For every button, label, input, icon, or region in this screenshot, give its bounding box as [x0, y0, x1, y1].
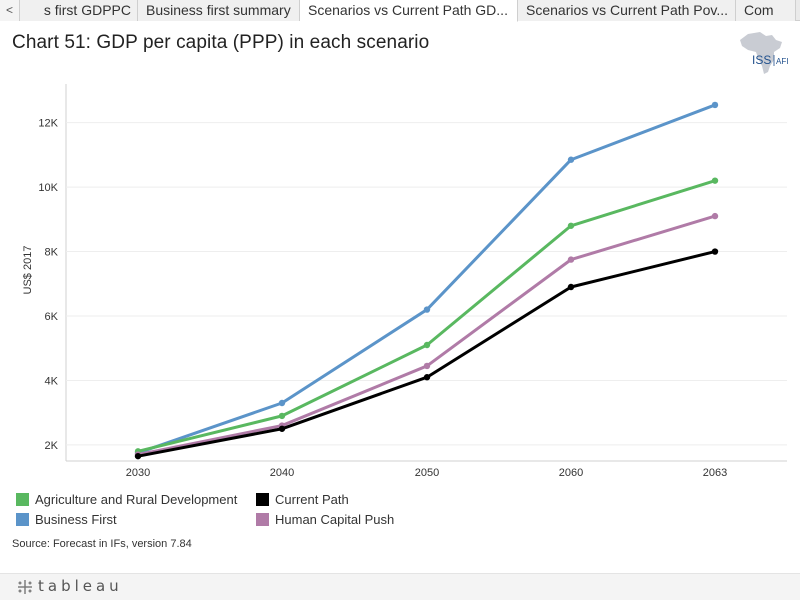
x-tick-label: 2040 — [270, 467, 294, 479]
data-point-current-path — [711, 248, 719, 255]
legend-swatch-current-path — [256, 493, 269, 506]
logo-afi-text: AFI — [776, 57, 788, 66]
legend-item-business-first[interactable]: Business First — [16, 512, 117, 527]
tableau-logo-icon[interactable] — [16, 578, 34, 596]
tableau-wordmark[interactable]: tableau — [38, 577, 123, 595]
legend-item-current-path[interactable]: Current Path — [256, 492, 349, 507]
data-point-human-capital-push — [567, 256, 575, 263]
y-tick-label: 6K — [45, 311, 59, 323]
data-point-human-capital-push — [711, 212, 719, 220]
tableau-footer: tableau — [0, 573, 800, 600]
series-line-business-first — [136, 103, 717, 455]
legend-swatch-human-capital — [256, 513, 269, 526]
data-point-business-first — [423, 306, 431, 313]
data-point-agriculture-and-rural-development — [423, 341, 431, 349]
x-tick-label: 2063 — [703, 467, 727, 479]
y-axis-title: US$ 2017 — [22, 245, 34, 295]
tab-scenarios-vs-current-path-poverty[interactable]: Scenarios vs Current Path Pov... — [518, 0, 736, 21]
x-tick-label: 2050 — [415, 467, 439, 479]
data-point-human-capital-push — [423, 362, 431, 370]
tab-comparison[interactable]: Com — [736, 0, 796, 21]
data-point-agriculture-and-rural-development — [278, 412, 286, 420]
data-point-business-first — [278, 399, 286, 407]
tab-scenarios-vs-current-path-gdp[interactable]: Scenarios vs Current Path GD... — [300, 0, 518, 22]
data-point-agriculture-and-rural-development — [567, 222, 575, 229]
tab-business-first-gdppc[interactable]: s first GDPPC — [20, 0, 138, 21]
y-tick-label: 8K — [45, 247, 59, 259]
y-tick-label: 12K — [38, 118, 58, 130]
data-point-current-path — [134, 452, 142, 460]
data-point-business-first — [711, 101, 719, 109]
sheet-tab-strip: < s first GDPPC Business first summary S… — [0, 0, 800, 22]
source-note: Source: Forecast in IFs, version 7.84 — [12, 538, 192, 550]
data-point-current-path — [423, 374, 431, 381]
iss-afi-logo: ISS AFI — [740, 32, 788, 74]
y-tick-label: 4K — [45, 375, 59, 387]
logo-iss-text: ISS — [752, 53, 771, 67]
data-point-current-path — [567, 283, 575, 291]
legend-swatch-business-first — [16, 513, 29, 526]
x-tick-label: 2060 — [559, 467, 583, 479]
y-tick-label: 2K — [45, 440, 59, 452]
legend-item-agriculture[interactable]: Agriculture and Rural Development — [16, 492, 237, 507]
data-point-current-path — [278, 425, 286, 432]
tab-business-first-summary[interactable]: Business first summary — [138, 0, 300, 21]
series-line-current-path — [136, 250, 717, 458]
legend-label-current-path: Current Path — [275, 492, 349, 507]
data-point-business-first — [567, 156, 575, 163]
x-tick-label: 2030 — [126, 467, 150, 479]
chart-title: Chart 51: GDP per capita (PPP) in each s… — [12, 32, 430, 53]
legend-label-business-first: Business First — [35, 512, 117, 527]
legend-item-human-capital[interactable]: Human Capital Push — [256, 512, 394, 527]
y-tick-label: 10K — [38, 182, 58, 194]
data-point-agriculture-and-rural-development — [711, 177, 719, 184]
legend-swatch-agriculture — [16, 493, 29, 506]
legend-label-agriculture: Agriculture and Rural Development — [35, 492, 238, 507]
legend-label-human-capital: Human Capital Push — [275, 512, 395, 527]
tab-scroll-left-button[interactable]: < — [0, 0, 20, 21]
